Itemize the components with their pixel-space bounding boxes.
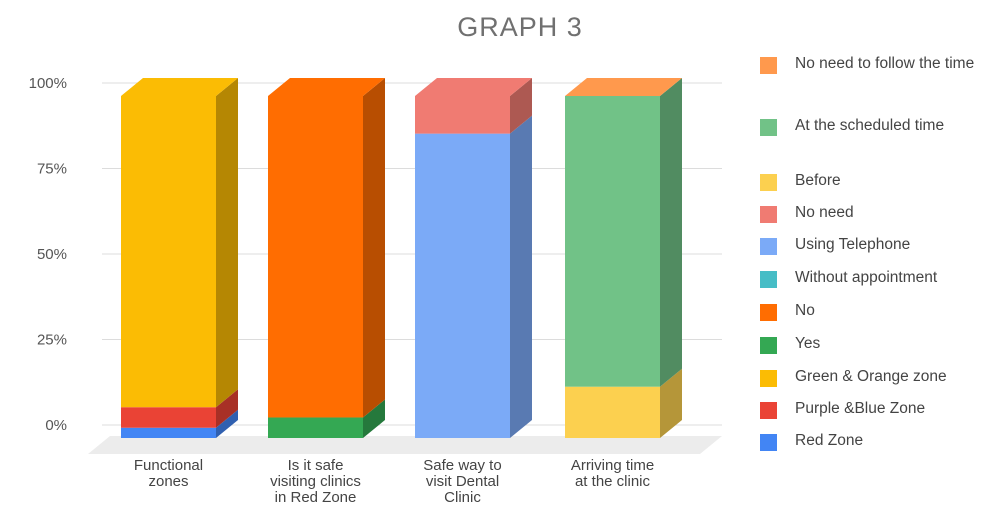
x-category-label: visit Dental bbox=[426, 473, 499, 490]
x-category-label: Arriving time bbox=[571, 457, 654, 474]
bar-segment-side bbox=[216, 78, 238, 408]
legend-swatch bbox=[760, 370, 777, 387]
legend-item: Using Telephone bbox=[760, 237, 1007, 255]
legend-swatch bbox=[760, 402, 777, 419]
bar-segment bbox=[415, 96, 510, 134]
bar-segment-side bbox=[363, 399, 385, 438]
bar-segment bbox=[565, 96, 660, 387]
bar-segment-side bbox=[660, 78, 682, 387]
legend-item: Before bbox=[760, 173, 1007, 191]
legend-swatch bbox=[760, 337, 777, 354]
bar-segment-side bbox=[216, 409, 238, 438]
legend-item: No need to follow the time bbox=[760, 56, 1007, 74]
bar-segment bbox=[121, 96, 216, 408]
legend-item: Purple &Blue Zone bbox=[760, 401, 1007, 419]
legend-label: No need bbox=[795, 204, 854, 221]
legend-item: Yes bbox=[760, 336, 1007, 354]
legend-swatch bbox=[760, 434, 777, 451]
chart-floor bbox=[88, 436, 722, 454]
legend-label: At the scheduled time bbox=[795, 117, 945, 134]
legend-label: Before bbox=[795, 172, 841, 189]
legend-swatch bbox=[760, 57, 777, 74]
legend-label: Using Telephone bbox=[795, 236, 911, 253]
legend-swatch bbox=[760, 238, 777, 255]
bar-segment-side bbox=[363, 78, 385, 418]
y-tick-label: 0% bbox=[45, 417, 67, 434]
bar-segment-top bbox=[121, 78, 238, 96]
legend-item: At the scheduled time bbox=[760, 118, 1007, 136]
legend-swatch bbox=[760, 119, 777, 136]
bar-segment bbox=[268, 96, 363, 418]
legend-item: Red Zone bbox=[760, 433, 1007, 451]
x-category-label: at the clinic bbox=[575, 473, 651, 490]
x-category-label: in Red Zone bbox=[275, 489, 357, 506]
chart-title: GRAPH 3 bbox=[457, 12, 583, 42]
legend-swatch bbox=[760, 304, 777, 321]
legend-item: No bbox=[760, 303, 1007, 321]
legend-swatch bbox=[760, 206, 777, 223]
x-category-label: Safe way to bbox=[423, 457, 501, 474]
legend-swatch bbox=[760, 174, 777, 191]
legend-label: Red Zone bbox=[795, 432, 864, 449]
legend-item: No need bbox=[760, 205, 1007, 223]
x-category-label: Is it safe bbox=[288, 457, 344, 474]
legend-label: Green & Orange zone bbox=[795, 368, 947, 385]
bar-segment bbox=[268, 417, 363, 438]
legend-label: Without appointment bbox=[795, 269, 938, 286]
bar-segment-top bbox=[268, 78, 385, 96]
bar-segment-side bbox=[216, 389, 238, 428]
bar-segment bbox=[565, 386, 660, 438]
bar-segment-top bbox=[415, 78, 532, 96]
bar-segment-side bbox=[510, 78, 532, 134]
bar-segment-top bbox=[565, 78, 682, 96]
bar-segment-side bbox=[660, 368, 682, 438]
bar-segment bbox=[121, 407, 216, 428]
y-tick-label: 100% bbox=[29, 75, 67, 92]
y-tick-label: 50% bbox=[37, 246, 67, 263]
bar-segment bbox=[415, 133, 510, 438]
x-category-label: zones bbox=[148, 473, 188, 490]
bar-segment bbox=[121, 427, 216, 438]
y-tick-label: 25% bbox=[37, 332, 67, 349]
legend-label: No bbox=[795, 302, 815, 319]
legend-swatch bbox=[760, 271, 777, 288]
x-category-label: visiting clinics bbox=[270, 473, 361, 490]
legend-label: No need to follow the time bbox=[795, 55, 975, 72]
bar-segment-side bbox=[510, 115, 532, 439]
legend-label: Purple &Blue Zone bbox=[795, 400, 926, 417]
x-category-label: Clinic bbox=[444, 489, 481, 506]
legend-item: Green & Orange zone bbox=[760, 369, 1007, 387]
legend-item: Without appointment bbox=[760, 270, 1007, 288]
y-tick-label: 75% bbox=[37, 161, 67, 178]
legend-label: Yes bbox=[795, 335, 821, 352]
x-category-label: Functional bbox=[134, 457, 203, 474]
